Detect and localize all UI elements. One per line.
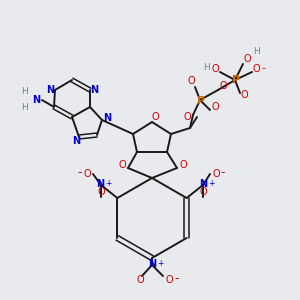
Text: +: + xyxy=(105,178,111,188)
Text: O: O xyxy=(252,64,260,74)
Text: O: O xyxy=(151,112,159,122)
Text: P: P xyxy=(197,96,205,106)
Text: O: O xyxy=(165,275,173,285)
Text: O: O xyxy=(118,160,126,170)
Text: O: O xyxy=(219,81,227,91)
Text: N: N xyxy=(103,113,111,123)
Text: O: O xyxy=(183,112,191,122)
Text: O: O xyxy=(97,187,105,197)
Text: O: O xyxy=(211,102,219,112)
Text: H: H xyxy=(253,46,260,56)
Text: O: O xyxy=(212,169,220,179)
Text: N: N xyxy=(96,179,104,189)
Text: +: + xyxy=(208,178,214,188)
Text: N: N xyxy=(32,95,40,105)
Text: O: O xyxy=(199,187,207,197)
Text: O: O xyxy=(240,90,248,100)
Text: N: N xyxy=(72,136,80,146)
Text: -: - xyxy=(78,167,82,179)
Text: N: N xyxy=(46,85,54,95)
Text: O: O xyxy=(83,169,91,179)
Text: N: N xyxy=(90,85,98,95)
Text: O: O xyxy=(211,64,219,74)
Text: H: H xyxy=(22,103,28,112)
Text: -: - xyxy=(261,63,265,73)
Text: -: - xyxy=(221,167,225,179)
Text: H: H xyxy=(202,62,209,71)
Text: N: N xyxy=(199,179,207,189)
Text: -: - xyxy=(175,272,179,286)
Text: N: N xyxy=(148,259,156,269)
Text: O: O xyxy=(136,275,144,285)
Text: O: O xyxy=(243,54,251,64)
Text: O: O xyxy=(187,76,195,86)
Text: +: + xyxy=(157,259,163,268)
Text: O: O xyxy=(179,160,187,170)
Text: H: H xyxy=(22,88,28,97)
Text: P: P xyxy=(232,75,240,85)
